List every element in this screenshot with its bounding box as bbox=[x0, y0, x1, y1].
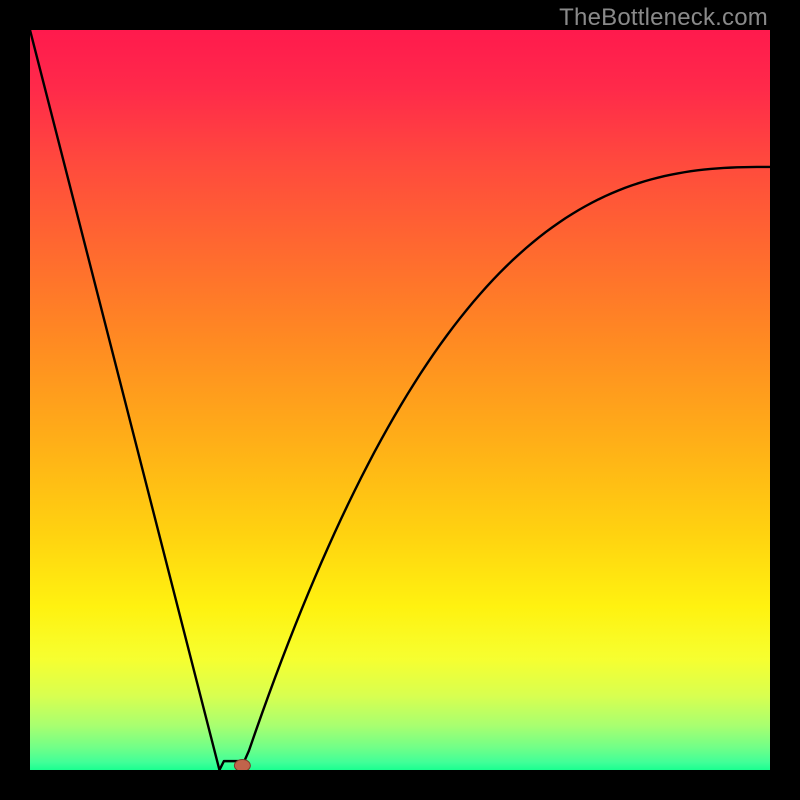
plot-area bbox=[30, 30, 770, 770]
optimal-point-marker bbox=[234, 760, 250, 770]
watermark-text: TheBottleneck.com bbox=[559, 4, 768, 32]
curve-layer bbox=[30, 30, 770, 770]
chart-stage: TheBottleneck.com bbox=[0, 0, 800, 800]
bottleneck-curve bbox=[30, 30, 770, 770]
